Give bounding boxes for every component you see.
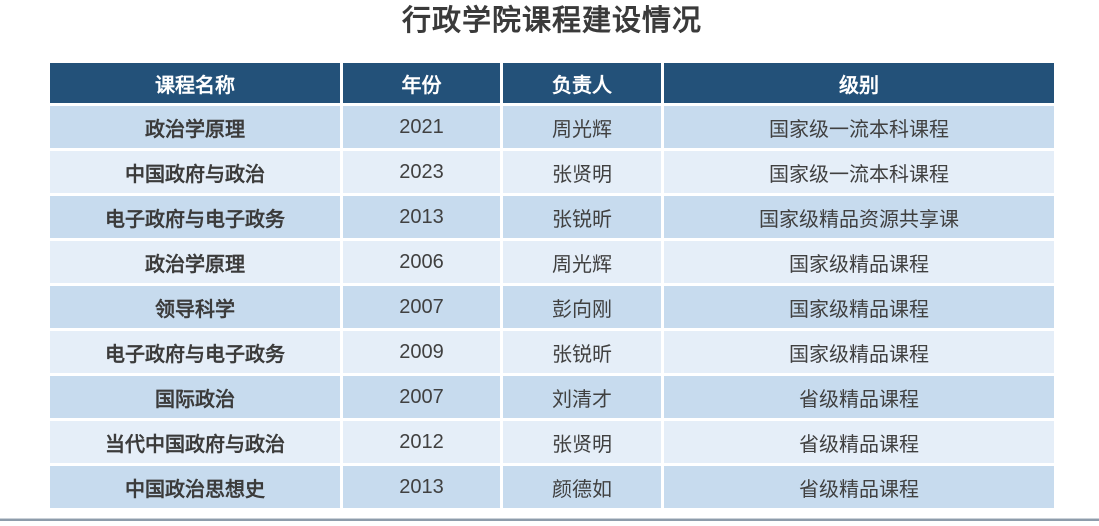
cell-level: 国家级一流本科课程	[664, 151, 1054, 193]
cell-level: 国家级一流本科课程	[664, 106, 1054, 148]
cell-course: 政治学原理	[50, 106, 340, 148]
table-header-row: 课程名称 年份 负责人 级别	[50, 63, 1054, 103]
table-row: 政治学原理 2021 周光辉 国家级一流本科课程	[50, 106, 1054, 148]
cell-year: 2007	[343, 376, 500, 418]
cell-course: 中国政治思想史	[50, 466, 340, 508]
cell-leader: 周光辉	[503, 106, 661, 148]
cell-course: 领导科学	[50, 286, 340, 328]
table-row: 中国政府与政治 2023 张贤明 国家级一流本科课程	[50, 151, 1054, 193]
cell-course: 中国政府与政治	[50, 151, 340, 193]
cell-course: 电子政府与电子政务	[50, 331, 340, 373]
cell-course: 电子政府与电子政务	[50, 196, 340, 238]
table-row: 当代中国政府与政治 2012 张贤明 省级精品课程	[50, 421, 1054, 463]
course-table: 课程名称 年份 负责人 级别 政治学原理 2021 周光辉 国家级一流本科课程 …	[47, 60, 1057, 511]
bottom-divider	[0, 518, 1099, 521]
cell-leader: 周光辉	[503, 241, 661, 283]
cell-leader: 刘清才	[503, 376, 661, 418]
cell-course: 政治学原理	[50, 241, 340, 283]
column-header-course: 课程名称	[50, 63, 340, 103]
cell-level: 国家级精品课程	[664, 241, 1054, 283]
cell-leader: 张贤明	[503, 421, 661, 463]
cell-level: 省级精品课程	[664, 421, 1054, 463]
cell-year: 2013	[343, 196, 500, 238]
table-row: 国际政治 2007 刘清才 省级精品课程	[50, 376, 1054, 418]
cell-year: 2006	[343, 241, 500, 283]
column-header-level: 级别	[664, 63, 1054, 103]
column-header-leader: 负责人	[503, 63, 661, 103]
cell-level: 省级精品课程	[664, 376, 1054, 418]
cell-year: 2009	[343, 331, 500, 373]
cell-level: 国家级精品课程	[664, 331, 1054, 373]
cell-level: 省级精品课程	[664, 466, 1054, 508]
cell-course: 当代中国政府与政治	[50, 421, 340, 463]
table-row: 电子政府与电子政务 2013 张锐昕 国家级精品资源共享课	[50, 196, 1054, 238]
table-row: 中国政治思想史 2013 颜德如 省级精品课程	[50, 466, 1054, 508]
column-header-year: 年份	[343, 63, 500, 103]
cell-level: 国家级精品资源共享课	[664, 196, 1054, 238]
cell-leader: 彭向刚	[503, 286, 661, 328]
cell-level: 国家级精品课程	[664, 286, 1054, 328]
table-row: 领导科学 2007 彭向刚 国家级精品课程	[50, 286, 1054, 328]
cell-course: 国际政治	[50, 376, 340, 418]
page-title: 行政学院课程建设情况	[401, 5, 702, 37]
cell-year: 2021	[343, 106, 500, 148]
cell-year: 2013	[343, 466, 500, 508]
table-row: 电子政府与电子政务 2009 张锐昕 国家级精品课程	[50, 331, 1054, 373]
cell-year: 2007	[343, 286, 500, 328]
table-row: 政治学原理 2006 周光辉 国家级精品课程	[50, 241, 1054, 283]
cell-leader: 颜德如	[503, 466, 661, 508]
cell-leader: 张锐昕	[503, 331, 661, 373]
cell-leader: 张锐昕	[503, 196, 661, 238]
cell-year: 2023	[343, 151, 500, 193]
cell-year: 2012	[343, 421, 500, 463]
cell-leader: 张贤明	[503, 151, 661, 193]
